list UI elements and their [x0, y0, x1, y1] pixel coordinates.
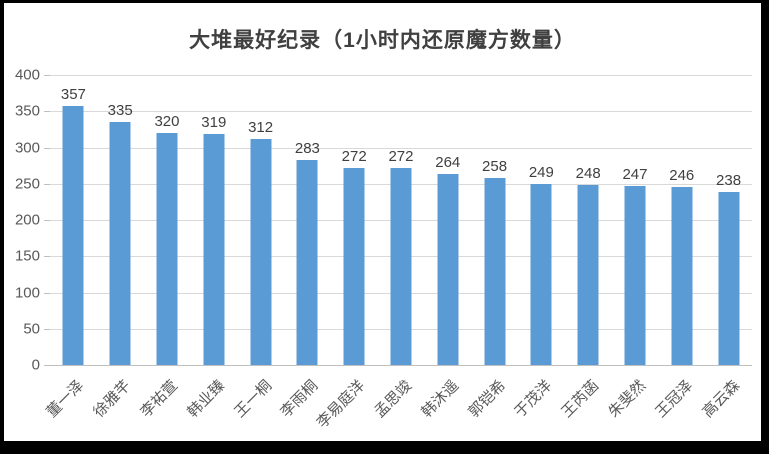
x-category-slot: 韩沐遥 [418, 365, 471, 441]
x-category-slot: 李易庭洋 [314, 365, 378, 441]
bar [484, 177, 506, 365]
bar-slot: 357 [50, 75, 97, 365]
title-block: 大堆最好纪录（1小时内还原魔方数量） [4, 3, 761, 75]
chart-title: 大堆最好纪录（1小时内还原魔方数量） [189, 29, 576, 52]
bar-slot: 248 [565, 75, 612, 365]
data-label: 283 [294, 139, 320, 157]
bar-slot: 258 [471, 75, 518, 365]
x-category-slot: 郭铠希 [465, 365, 518, 441]
y-tick-label: 350 [14, 102, 40, 120]
bar-slot: 272 [331, 75, 378, 365]
bar-slot: 247 [612, 75, 659, 365]
x-category-slot: 李祐萱 [137, 365, 191, 441]
data-label: 258 [482, 157, 508, 175]
bar-chart: 大堆最好纪录（1小时内还原魔方数量） 0 50 100 150 200 250 300 350… [4, 3, 761, 441]
data-label: 248 [575, 165, 601, 183]
data-label: 312 [248, 118, 274, 136]
bar [530, 184, 552, 365]
data-label: 272 [341, 147, 367, 165]
data-label: 272 [388, 147, 414, 165]
y-tick-label: 200 [14, 211, 40, 229]
bar-slot: 272 [378, 75, 425, 365]
y-tick-label: 250 [14, 175, 40, 193]
data-label: 335 [107, 102, 133, 120]
data-label: 264 [435, 153, 461, 171]
bar [577, 185, 599, 365]
y-tick-label: 50 [23, 320, 40, 338]
y-tick-mark [44, 365, 50, 366]
plot-row: 0 50 100 150 200 250 300 350 400 357 335 320 319 312… [4, 67, 761, 374]
y-tick-mark [44, 328, 50, 330]
y-axis: 0 50 100 150 200 250 300 350 400 [4, 67, 50, 374]
x-category-slot: 董一泽 [44, 365, 97, 441]
bar [718, 192, 740, 365]
y-tick-mark [44, 292, 50, 294]
y-tick-label: 0 [31, 356, 40, 374]
bar [624, 185, 646, 365]
bar [390, 167, 412, 365]
y-tick-mark [44, 220, 50, 221]
data-label: 246 [669, 166, 695, 184]
data-label: 319 [201, 113, 227, 131]
data-label: 249 [528, 164, 554, 182]
x-category-slot: 朱斐然 [605, 365, 659, 441]
x-category-slot: 徐雅芊 [90, 365, 144, 441]
y-tick-mark [44, 183, 50, 185]
plot-area: 357 335 320 319 312 283 272 272 264 258 249 248 247 2… [50, 75, 752, 366]
x-axis-line [50, 365, 752, 366]
x-category-slot: 王冠泽 [652, 365, 705, 441]
bar-slot: 312 [237, 75, 284, 365]
data-label: 247 [622, 165, 648, 183]
data-label: 357 [60, 86, 86, 104]
y-tick-label: 300 [14, 139, 40, 156]
x-axis: 董一泽 徐雅芊 李祐萱 韩业臻 王一桐 李雨桐 李易庭洋 孟思竣 韩沐遥 郭铠希 于茂洋 王芮菡 朱斐然… [44, 365, 761, 441]
y-tick-label: 100 [14, 284, 40, 301]
bar-slot: 319 [190, 75, 237, 365]
bar [437, 173, 459, 365]
bar-series: 357 335 320 319 312 283 272 272 264 258 249 248 247 2… [50, 75, 752, 365]
bar-slot: 283 [284, 75, 331, 365]
bar-slot: 264 [424, 75, 471, 365]
x-category-slot: 王芮菡 [558, 365, 612, 441]
x-category-slot: 韩业臻 [184, 365, 237, 441]
bar [156, 133, 178, 365]
bar [203, 133, 225, 365]
y-tick-mark [44, 256, 50, 258]
y-tick-mark [44, 75, 50, 76]
bar [109, 122, 131, 365]
gridline [50, 75, 752, 76]
bar-slot: 320 [144, 75, 191, 365]
bar [671, 186, 693, 365]
x-category-label: 董一泽 [43, 377, 88, 421]
data-label: 320 [154, 113, 180, 130]
x-category-slot: 于茂洋 [512, 365, 565, 441]
data-label: 238 [716, 172, 742, 190]
y-tick-mark [44, 111, 50, 113]
x-category-slot: 孟思竣 [371, 365, 425, 441]
gridline [50, 147, 752, 149]
x-category-slot: 高云森 [699, 365, 752, 441]
bar-slot: 238 [705, 75, 752, 365]
x-category-slot: 王一桐 [231, 365, 284, 441]
bar-slot: 246 [658, 75, 705, 365]
bar [343, 167, 365, 365]
bar [250, 138, 272, 365]
bar [62, 106, 84, 365]
y-tick-mark [44, 147, 50, 149]
gridline [50, 111, 752, 113]
bar-slot: 335 [97, 75, 144, 365]
bar [296, 159, 318, 365]
y-tick-label: 150 [14, 247, 40, 265]
y-tick-label: 400 [14, 66, 40, 84]
bar-slot: 249 [518, 75, 565, 365]
